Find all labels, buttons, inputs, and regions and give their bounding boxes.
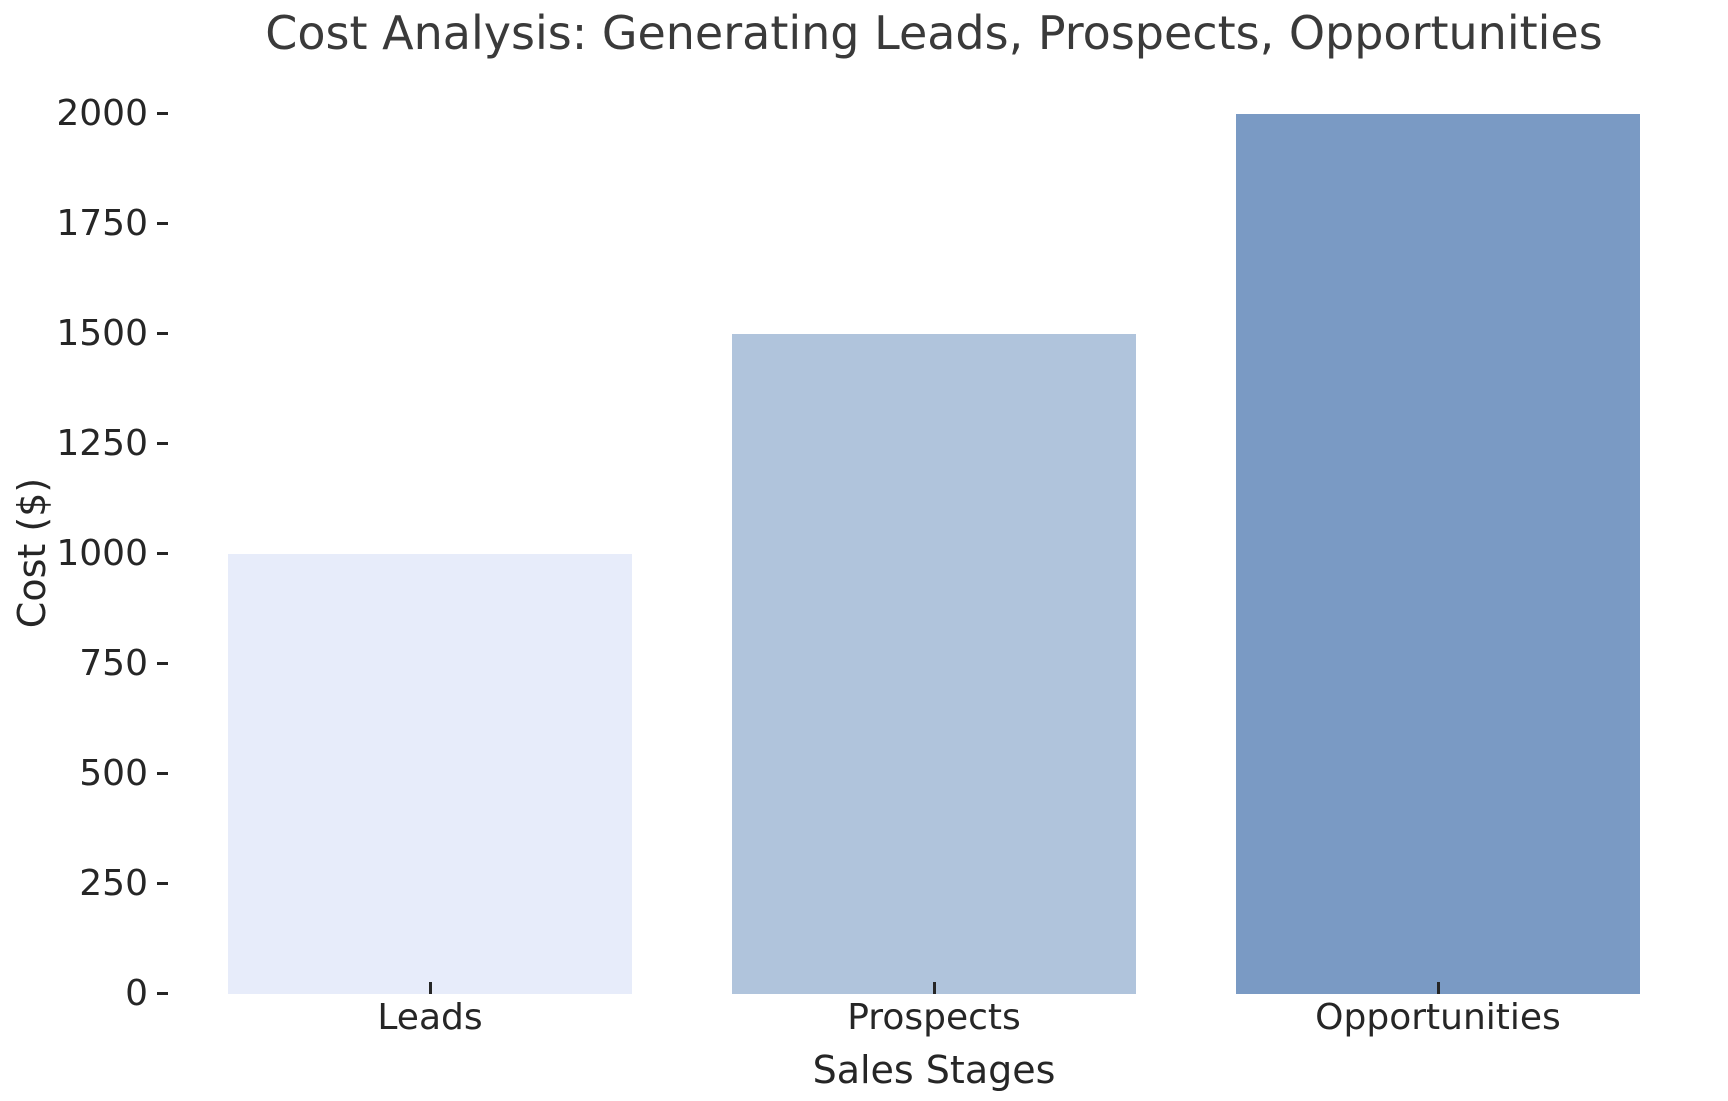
ytick-label-750: 750: [79, 643, 148, 684]
xtick-label-prospects: Prospects: [847, 997, 1021, 1038]
xtick-mark: [428, 982, 432, 994]
xtick-label-leads: Leads: [377, 997, 483, 1038]
ytick-label-500: 500: [79, 753, 148, 794]
ytick-label-0: 0: [125, 973, 148, 1014]
ytick-mark: [157, 442, 168, 445]
ytick-mark: [157, 332, 168, 335]
ytick-mark: [157, 112, 168, 115]
ytick-label-1750: 1750: [56, 203, 148, 244]
ytick-label-250: 250: [79, 863, 148, 904]
ytick-mark: [157, 552, 168, 555]
ytick-label-2000: 2000: [56, 93, 148, 134]
ytick-mark: [157, 772, 168, 775]
ytick-mark: [157, 222, 168, 225]
ytick-mark: [157, 992, 168, 995]
xtick-mark: [1436, 982, 1440, 994]
ytick-label-1500: 1500: [56, 313, 148, 354]
ytick-mark: [157, 662, 168, 665]
chart-title: Cost Analysis: Generating Leads, Prospec…: [265, 6, 1603, 60]
xtick-mark: [932, 982, 936, 994]
bar-opportunities: [1236, 114, 1640, 994]
bar-leads: [228, 554, 632, 994]
ytick-label-1250: 1250: [56, 423, 148, 464]
bar-prospects: [732, 334, 1136, 994]
xtick-label-opportunities: Opportunities: [1315, 997, 1561, 1038]
ytick-mark: [157, 882, 168, 885]
x-axis-label: Sales Stages: [812, 1048, 1056, 1092]
ytick-label-1000: 1000: [56, 533, 148, 574]
